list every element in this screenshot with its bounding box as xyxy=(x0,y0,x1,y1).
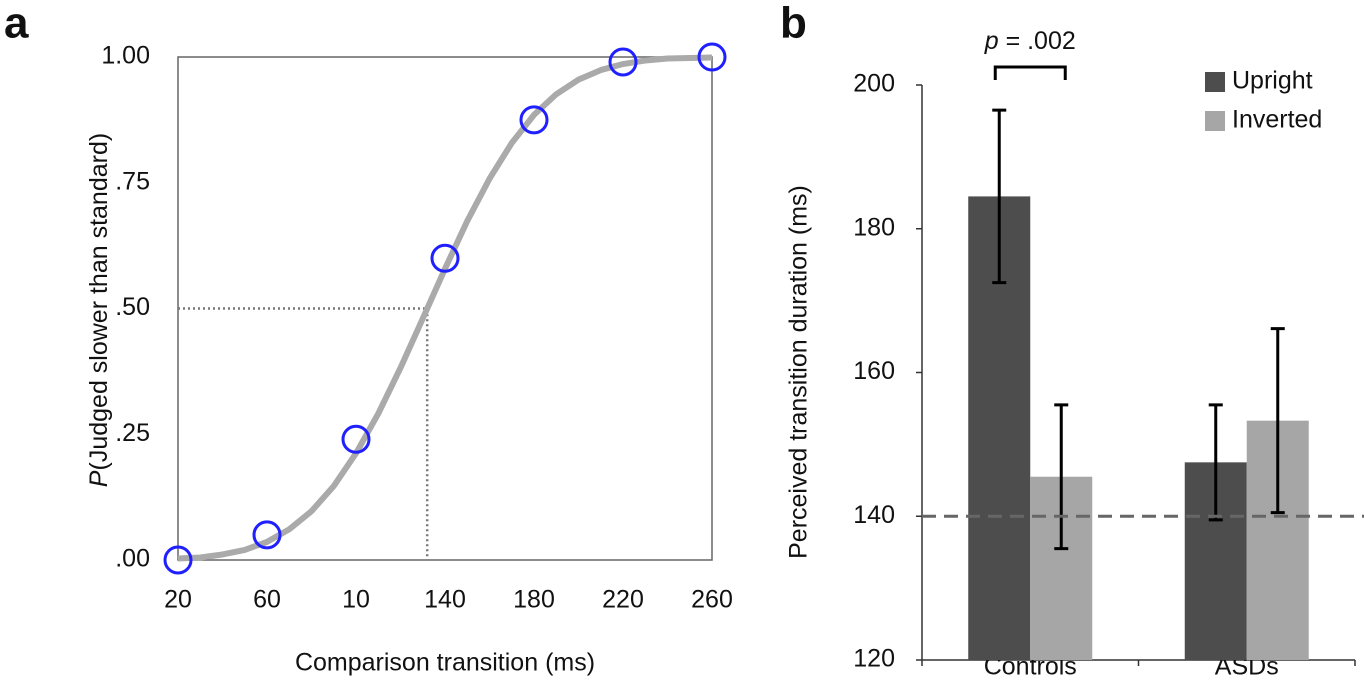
error-bar xyxy=(992,108,1007,285)
x-tick-label: 260 xyxy=(691,586,733,614)
y-axis-title: Perceived transition duration (ms) xyxy=(785,185,813,559)
error-bar xyxy=(1208,403,1223,522)
y-tick-label: .00 xyxy=(115,545,150,573)
x-axis-title: Comparison transition (ms) xyxy=(295,649,595,677)
y-tick-label: 140 xyxy=(853,501,895,529)
y-tick-label: 200 xyxy=(853,70,895,98)
y-axis-title: P(Judged slower than standard) xyxy=(85,133,113,487)
significance-bracket xyxy=(993,65,1067,80)
legend-label: Inverted xyxy=(1232,106,1322,134)
legend-swatch xyxy=(1205,72,1225,92)
threshold-line xyxy=(178,307,429,560)
data-point xyxy=(252,520,282,550)
error-bar xyxy=(1270,327,1285,515)
y-tick-label: .50 xyxy=(115,293,150,321)
x-tick-label: 140 xyxy=(424,586,466,614)
data-point xyxy=(697,42,727,72)
data-point xyxy=(519,105,549,135)
y-tick-label: 120 xyxy=(853,645,895,673)
data-point xyxy=(163,545,193,575)
y-tick-label: 1.00 xyxy=(101,42,150,70)
x-tick-label: 60 xyxy=(253,586,281,614)
x-tick-label: 180 xyxy=(513,586,555,614)
legend-label: Upright xyxy=(1232,67,1313,95)
y-tick-label: 180 xyxy=(853,213,895,241)
data-point xyxy=(430,243,460,273)
error-bar xyxy=(1054,403,1069,551)
data-point xyxy=(608,47,638,77)
x-tick-label: 20 xyxy=(164,586,192,614)
legend-swatch xyxy=(1205,111,1225,131)
panel-label: b xyxy=(780,0,807,48)
panel-label: a xyxy=(4,0,29,48)
annotation: p = .002 xyxy=(984,27,1076,55)
data-point xyxy=(341,424,371,454)
fitted-curve xyxy=(177,54,713,562)
y-tick-label: .25 xyxy=(115,419,150,447)
y-tick-label: 160 xyxy=(853,357,895,385)
y-tick-label: .75 xyxy=(115,167,150,195)
x-tick-label: 10 xyxy=(342,586,370,614)
x-tick-label: 220 xyxy=(602,586,644,614)
